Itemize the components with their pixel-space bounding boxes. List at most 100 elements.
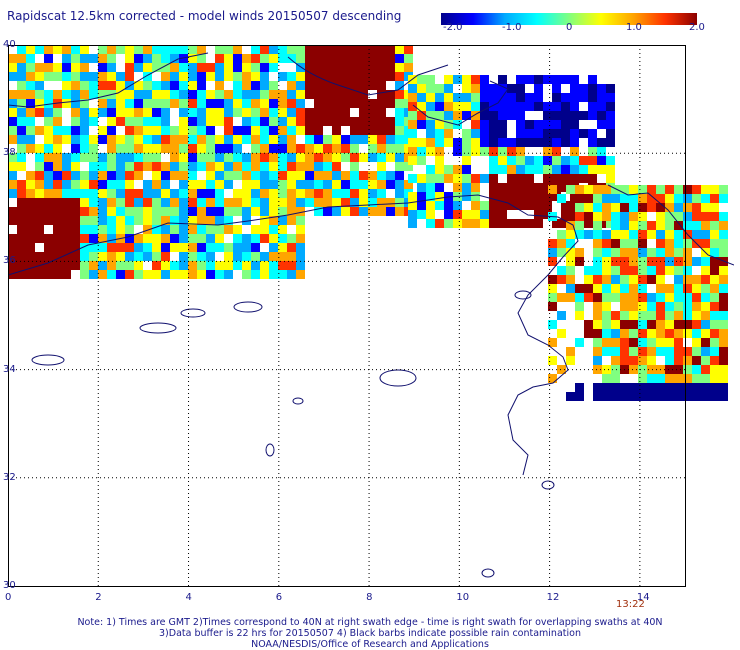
wind-cell	[683, 239, 692, 248]
island-4	[31, 354, 65, 366]
wind-cell	[224, 117, 233, 126]
wind-cell	[161, 180, 170, 189]
wind-cell	[341, 180, 350, 189]
wind-cell	[575, 185, 584, 194]
wind-cell	[233, 234, 242, 243]
wind-cell	[683, 203, 692, 212]
wind-cell	[323, 63, 332, 72]
wind-cell	[534, 165, 543, 174]
wind-cell	[17, 72, 26, 81]
wind-cell	[602, 347, 611, 356]
wind-cell	[701, 311, 710, 320]
wind-cell	[134, 171, 143, 180]
wind-cell	[26, 90, 35, 99]
wind-cell	[453, 138, 462, 147]
wind-cell	[35, 63, 44, 72]
wind-cell	[242, 216, 251, 225]
wind-cell	[80, 171, 89, 180]
wind-cell	[80, 63, 89, 72]
wind-cell	[395, 54, 404, 63]
wind-cell	[462, 210, 471, 219]
wind-cell	[260, 270, 269, 279]
wind-cell	[161, 126, 170, 135]
wind-cell	[197, 243, 206, 252]
wind-cell	[287, 189, 296, 198]
wind-cell	[368, 189, 377, 198]
wind-cell	[8, 135, 17, 144]
wind-cell	[611, 221, 620, 230]
wind-cell	[683, 383, 692, 392]
wind-cell	[516, 165, 525, 174]
wind-cell	[71, 45, 80, 54]
wind-cell	[692, 230, 701, 239]
wind-cell	[588, 129, 597, 138]
wind-cell	[561, 183, 570, 192]
wind-cell	[107, 225, 116, 234]
wind-cell	[188, 45, 197, 54]
wind-cell	[552, 147, 561, 156]
wind-cell	[593, 293, 602, 302]
wind-cell	[179, 108, 188, 117]
wind-cell	[377, 207, 386, 216]
wind-cell	[525, 201, 534, 210]
wind-cell	[44, 63, 53, 72]
wind-cell	[638, 311, 647, 320]
wind-cell	[233, 108, 242, 117]
wind-cell	[188, 252, 197, 261]
wind-cell	[692, 212, 701, 221]
wind-cell	[489, 120, 498, 129]
wind-cell	[80, 108, 89, 117]
wind-cell	[89, 216, 98, 225]
wind-cell	[516, 156, 525, 165]
wind-cell	[71, 252, 80, 261]
wind-cell	[269, 63, 278, 72]
wind-cell	[489, 138, 498, 147]
wind-cell	[552, 75, 561, 84]
wind-cell	[710, 320, 719, 329]
wind-cell	[638, 212, 647, 221]
wind-cell	[674, 221, 683, 230]
wind-cell	[332, 117, 341, 126]
wind-cell	[561, 129, 570, 138]
wind-cell	[62, 216, 71, 225]
wind-cell	[588, 84, 597, 93]
wind-cell	[683, 221, 692, 230]
wind-cell	[143, 126, 152, 135]
wind-cell	[597, 120, 606, 129]
wind-cell	[570, 129, 579, 138]
wind-cell	[408, 111, 417, 120]
wind-cell	[534, 183, 543, 192]
wind-cell	[543, 192, 552, 201]
wind-cell	[516, 129, 525, 138]
wind-cell	[98, 189, 107, 198]
wind-cell	[408, 93, 417, 102]
wind-cell	[593, 383, 602, 392]
wind-cell	[278, 234, 287, 243]
wind-cell	[602, 374, 611, 383]
wind-cell	[359, 189, 368, 198]
wind-cell	[62, 90, 71, 99]
wind-cell	[170, 234, 179, 243]
wind-cell	[89, 198, 98, 207]
wind-cell	[179, 270, 188, 279]
wind-cell	[98, 72, 107, 81]
wind-cell	[359, 180, 368, 189]
wind-cell	[233, 45, 242, 54]
wind-cell	[161, 198, 170, 207]
wind-cell	[305, 153, 314, 162]
wind-cell	[606, 129, 615, 138]
wind-cell	[152, 261, 161, 270]
wind-cell	[692, 329, 701, 338]
wind-cell	[620, 311, 629, 320]
wind-cell	[674, 320, 683, 329]
wind-cell	[323, 207, 332, 216]
wind-cell	[683, 212, 692, 221]
wind-cell	[26, 243, 35, 252]
wind-cell	[611, 194, 620, 203]
wind-cell	[516, 75, 525, 84]
wind-cell	[44, 171, 53, 180]
wind-cell	[602, 329, 611, 338]
wind-cell	[417, 192, 426, 201]
wind-cell	[251, 63, 260, 72]
wind-cell	[683, 329, 692, 338]
